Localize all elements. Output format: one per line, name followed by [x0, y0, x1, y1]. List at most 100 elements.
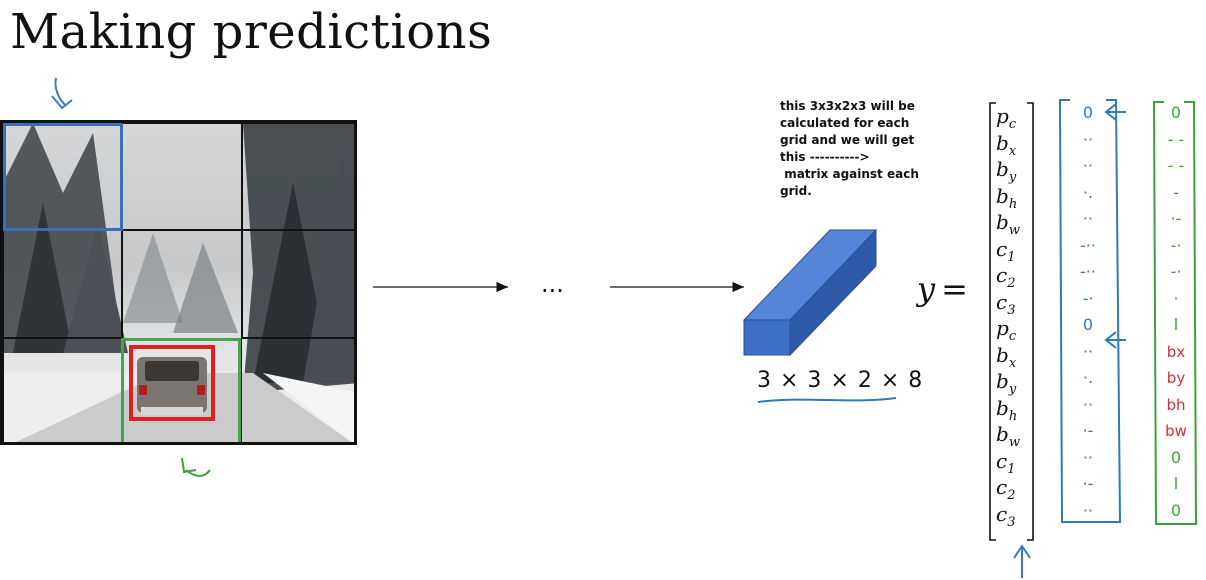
explanation-note: this 3x3x2x3 will be calculated for each…: [780, 99, 919, 198]
vector-entry-base: b: [996, 422, 1009, 446]
handwritten-value: - -: [1167, 129, 1185, 149]
blue-cell-values: 0 ·· ·· ·. ·· -·· -·· -· 0 ·· ·. ·· ·- ·· ·- ··: [1058, 100, 1118, 524]
vector-entry-subscript: x: [1008, 355, 1017, 371]
handwritten-value: -··: [1080, 262, 1096, 281]
vector-entry: c2: [990, 262, 1036, 291]
vector-entry: bx: [990, 130, 1036, 159]
vector-entry: bw: [990, 421, 1036, 450]
handwritten-value: 0: [1170, 500, 1182, 520]
grid-cell-1-2: [121, 123, 243, 231]
vector-entry-subscript: c: [1008, 329, 1017, 344]
highlighted-cell-blue: [3, 123, 123, 231]
vector-entry-subscript: c: [1008, 117, 1017, 132]
vector-entry-base: b: [996, 369, 1009, 393]
vector-entry-base: b: [996, 342, 1009, 367]
vector-entry-base: c: [996, 475, 1008, 499]
vector-entry: by: [990, 156, 1036, 185]
vector-entry: bh: [990, 395, 1036, 424]
grid-cell-2-2: [121, 229, 243, 339]
vector-entry: c3: [990, 289, 1036, 318]
equals-sign: =: [941, 270, 968, 308]
vector-entry-base: p: [996, 316, 1009, 340]
grid-cell-2-3: [241, 229, 354, 339]
vector-entry: c2: [990, 474, 1036, 503]
vector-entry-subscript: y: [1008, 382, 1017, 397]
vector-entry-base: c: [996, 263, 1008, 287]
handwritten-value: -·: [1082, 288, 1094, 308]
output-vector: pc bx by bh bw c1 c2 c3 pc bx by bh bw c1 c2 c3: [990, 103, 1036, 530]
handwritten-value: -··: [1080, 235, 1096, 255]
handwritten-value: ·: [1173, 288, 1179, 308]
vector-entry-base: c: [996, 289, 1008, 314]
blue-pointer-arrow-icon: [51, 77, 73, 110]
vector-entry-subscript: 1: [1007, 461, 1016, 477]
handwritten-value: ·-: [1082, 421, 1094, 440]
page-title: Making predictions: [10, 4, 493, 60]
vector-entry-base: b: [996, 130, 1009, 155]
vector-entry-subscript: x: [1008, 143, 1017, 159]
vector-entry-base: b: [996, 395, 1009, 420]
handwritten-value: ··: [1082, 156, 1094, 175]
car-bounding-box: [129, 345, 215, 421]
output-equation: y =: [917, 270, 968, 308]
handwritten-value: 0: [1170, 447, 1182, 467]
vector-entry-base: c: [996, 501, 1008, 526]
handwritten-value: - -: [1167, 156, 1185, 175]
vector-entry: bh: [990, 183, 1036, 212]
handwritten-value: ··: [1082, 209, 1094, 228]
handwritten-value: l: [1173, 315, 1179, 334]
vector-entry-subscript: 2: [1007, 276, 1016, 291]
handwritten-value: -·: [1170, 262, 1182, 281]
vector-entry: c1: [990, 236, 1036, 265]
vector-entry-subscript: h: [1008, 196, 1018, 212]
handwritten-value: -: [1173, 182, 1179, 202]
vector-entry-subscript: 3: [1007, 302, 1016, 318]
vector-entry: bx: [990, 342, 1036, 371]
ellipsis-text: ...: [541, 270, 564, 298]
grid-cell-2-1: [3, 229, 123, 339]
vector-entry-base: b: [996, 210, 1009, 234]
dimension-underline-icon: [757, 397, 897, 403]
vector-entry-base: p: [996, 104, 1009, 128]
vector-entry: bw: [990, 209, 1036, 238]
handwritten-value: bw: [1165, 422, 1187, 440]
handwritten-value: l: [1173, 474, 1179, 493]
vector-entry-base: b: [996, 157, 1009, 181]
handwritten-value: ··: [1082, 500, 1094, 520]
vector-entry-base: b: [996, 183, 1009, 208]
green-pointer-arrow-icon: [181, 457, 211, 477]
vector-entry-subscript: 3: [1007, 514, 1016, 530]
handwritten-value: bx: [1166, 342, 1186, 361]
highlighted-cell-green: [121, 338, 241, 442]
handwritten-value: ··: [1082, 129, 1094, 149]
vector-entry-subscript: h: [1008, 408, 1018, 424]
grid-cell-3-1: [3, 337, 123, 442]
vector-entry: c3: [990, 501, 1036, 530]
volume-dimension-label: 3 × 3 × 2 × 8: [757, 368, 924, 393]
snow-scene-illustration: [3, 123, 354, 442]
handwritten-value: 0: [1082, 103, 1094, 122]
grid-cell-1-3: [241, 123, 354, 231]
grid-cell-3-3: [241, 337, 354, 442]
handwritten-value: ·-: [1170, 209, 1182, 228]
vector-entry: pc: [990, 103, 1036, 132]
vector-entry-subscript: 2: [1007, 488, 1016, 503]
handwritten-value: ··: [1082, 341, 1094, 361]
vector-entry-base: c: [996, 236, 1008, 261]
handwritten-value: ·.: [1082, 368, 1094, 387]
handwritten-value: ·-: [1082, 474, 1094, 493]
vector-entry: by: [990, 368, 1036, 397]
vector-entry-subscript: y: [1008, 170, 1017, 185]
output-volume-icon: [742, 228, 878, 357]
handwritten-value: -·: [1170, 235, 1182, 255]
vector-entry-subscript: w: [1008, 223, 1020, 238]
handwritten-value: ··: [1082, 394, 1094, 414]
vector-entry: c1: [990, 448, 1036, 477]
handwritten-value: bh: [1166, 395, 1186, 414]
vector-pointer-arrow-icon: [1013, 544, 1031, 578]
output-variable: y: [917, 270, 936, 308]
grid-image: [0, 120, 357, 445]
handwritten-value: 0: [1170, 103, 1182, 122]
green-cell-values: 0 - - - - - ·- -· -· · l bx by bh bw 0 l 0: [1146, 100, 1206, 524]
handwritten-value: by: [1166, 369, 1186, 387]
